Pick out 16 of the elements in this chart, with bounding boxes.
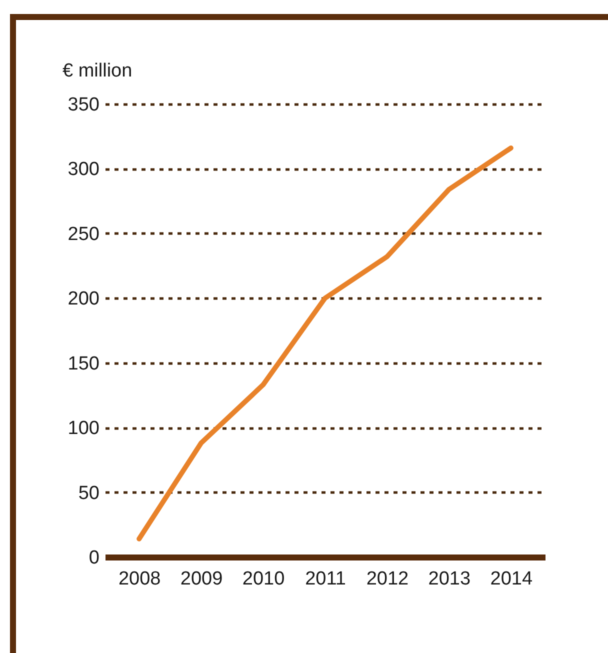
x-tick-label: 2011 — [305, 568, 346, 590]
x-tick-label: 2014 — [490, 568, 533, 590]
x-tick-label: 2009 — [180, 568, 223, 590]
x-tick-label: 2010 — [242, 568, 285, 590]
y-tick-label: 150 — [68, 353, 100, 374]
y-axis-title: € million — [62, 60, 132, 82]
y-tick-label: 200 — [68, 288, 100, 310]
x-tick-label: 2008 — [118, 568, 161, 590]
x-tick-label: 2012 — [366, 568, 409, 590]
y-tick-label: 0 — [88, 548, 100, 568]
y-tick-label: 300 — [68, 159, 100, 180]
x-tick-label: 2013 — [428, 568, 471, 590]
y-tick-label: 250 — [68, 224, 100, 245]
y-tick-label: 100 — [68, 418, 100, 440]
y-tick-label: 50 — [78, 482, 100, 504]
y-tick-label: 350 — [68, 94, 100, 116]
